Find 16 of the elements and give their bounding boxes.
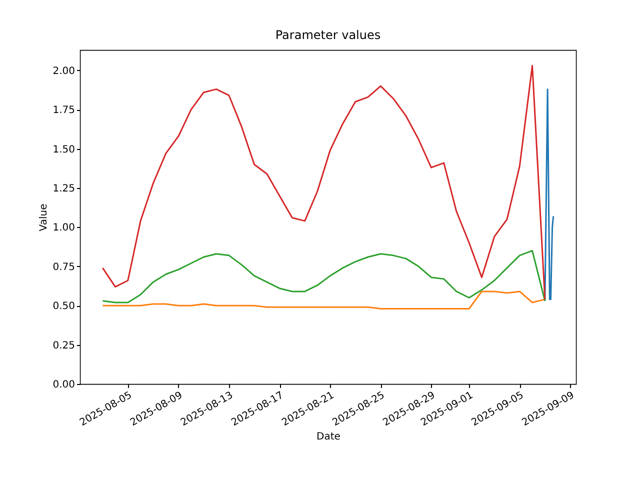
- line-series: [102, 64, 546, 300]
- y-tick-label: 1.75: [52, 105, 75, 116]
- y-tick-label: 1.25: [52, 183, 75, 194]
- x-axis-title: Date: [316, 432, 340, 443]
- y-tick-label: 1.50: [52, 144, 75, 156]
- line-series: [102, 290, 546, 310]
- chart-title: Parameter values: [275, 28, 381, 42]
- y-axis-title: Value: [38, 204, 50, 232]
- y-tick-label: 2.00: [52, 66, 75, 77]
- line-series: [544, 88, 554, 302]
- y-tick-label: 0.00: [52, 380, 75, 390]
- y-tick-label: 0.25: [52, 340, 75, 352]
- y-tick-label: 0.50: [52, 301, 75, 312]
- y-tick-label: 1.00: [52, 222, 75, 234]
- line-series: [102, 250, 546, 304]
- y-tick-label: 0.75: [52, 262, 75, 273]
